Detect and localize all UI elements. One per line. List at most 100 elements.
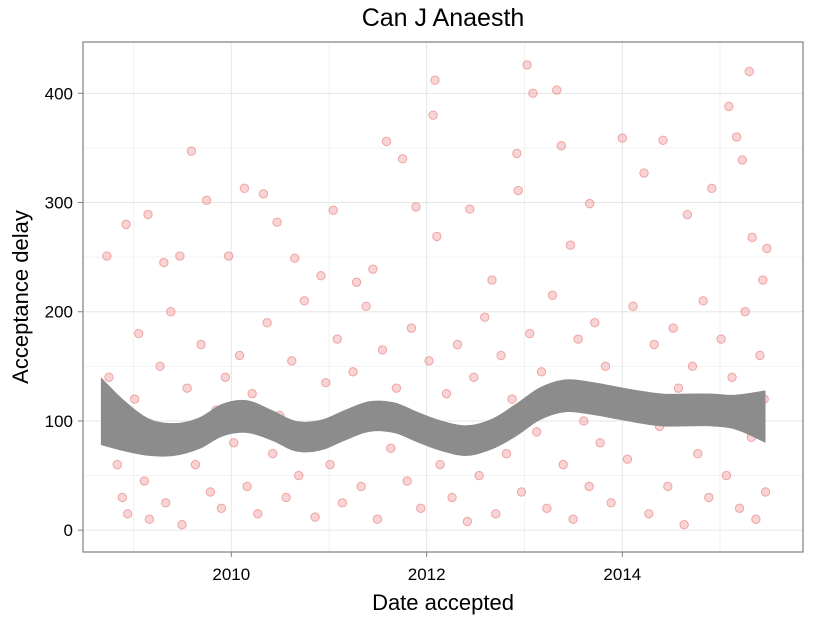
data-point [234,350,245,361]
data-point [516,487,527,497]
data-point [186,146,197,156]
x-tick-label: 2010 [212,565,250,584]
data-point [377,345,388,355]
data-point [663,481,673,492]
data-point [528,88,538,99]
data-point [424,356,434,366]
smooth-band-layer [100,377,766,457]
data-point [452,339,463,350]
x-tick-label: 2012 [408,565,446,584]
data-point [542,503,552,514]
data-point [102,251,112,261]
data-point [430,75,440,85]
data-point [531,427,542,437]
data-point [435,459,445,470]
data-point [272,217,282,227]
y-tick-label: 200 [45,303,73,322]
y-tick-label: 400 [45,84,73,103]
data-point [337,498,348,508]
data-point [698,296,708,306]
data-point [201,195,212,206]
data-point [220,372,231,382]
data-point [584,481,594,492]
data-point [361,301,371,311]
data-point [639,168,649,178]
data-point [381,136,392,147]
data-point [294,470,304,481]
data-point [617,133,628,143]
data-point [573,334,583,344]
data-point [175,251,185,261]
data-point [487,275,497,285]
data-point [406,323,417,333]
x-axis-label: Date accepted [372,590,514,615]
data-point [242,481,252,492]
data-point [751,514,761,524]
data-point [731,132,742,142]
data-point [716,334,726,344]
data-point [328,205,338,215]
data-point [122,509,133,519]
data-point [600,361,611,372]
data-point [760,487,771,497]
data-point [287,356,297,366]
x-tick-label: 2014 [603,565,641,584]
data-point [391,383,402,393]
data-point [474,470,484,481]
chart-title: Can J Anaesth [362,4,525,32]
data-point [687,361,698,372]
data-point [462,516,473,527]
data-point [299,296,310,306]
data-point [737,155,747,165]
data-point [239,183,250,194]
data-point [507,394,517,404]
data-point [558,459,568,470]
data-point [704,492,714,503]
data-point [196,339,206,350]
data-point [247,388,257,399]
data-point [513,185,523,196]
data-point [747,232,757,243]
data-point [590,317,600,328]
data-point [491,509,501,519]
data-point [143,209,153,220]
data-point [321,378,331,388]
data-point [112,459,122,470]
data-point [744,66,754,77]
data-point [727,372,737,382]
data-point [262,317,272,328]
plot-border [82,41,804,553]
data-point [133,328,144,339]
data-point [368,264,378,274]
data-point [734,503,745,514]
data-point [348,367,358,377]
data-point [644,509,654,519]
data-point [658,135,668,145]
y-tick-label: 300 [45,194,73,213]
data-point [325,459,335,470]
data-point [668,323,678,333]
data-point [258,189,269,199]
data-point [480,312,490,322]
data-point [139,476,149,486]
data-point [512,148,522,159]
data-point [536,367,547,377]
data-point [496,350,506,361]
data-point [565,240,576,250]
data-point [758,275,768,285]
data-point [216,503,227,514]
data-point [290,253,300,263]
data-point [397,154,408,164]
data-point [721,470,732,481]
data-point [740,307,750,317]
data-point [177,519,187,530]
data-point [547,290,558,301]
data-point [402,476,412,486]
data-point [104,372,114,382]
data-point [332,334,342,344]
data-point [253,509,263,519]
y-tick-label: 100 [45,412,73,431]
data-point [190,459,201,470]
data-point [144,514,155,524]
